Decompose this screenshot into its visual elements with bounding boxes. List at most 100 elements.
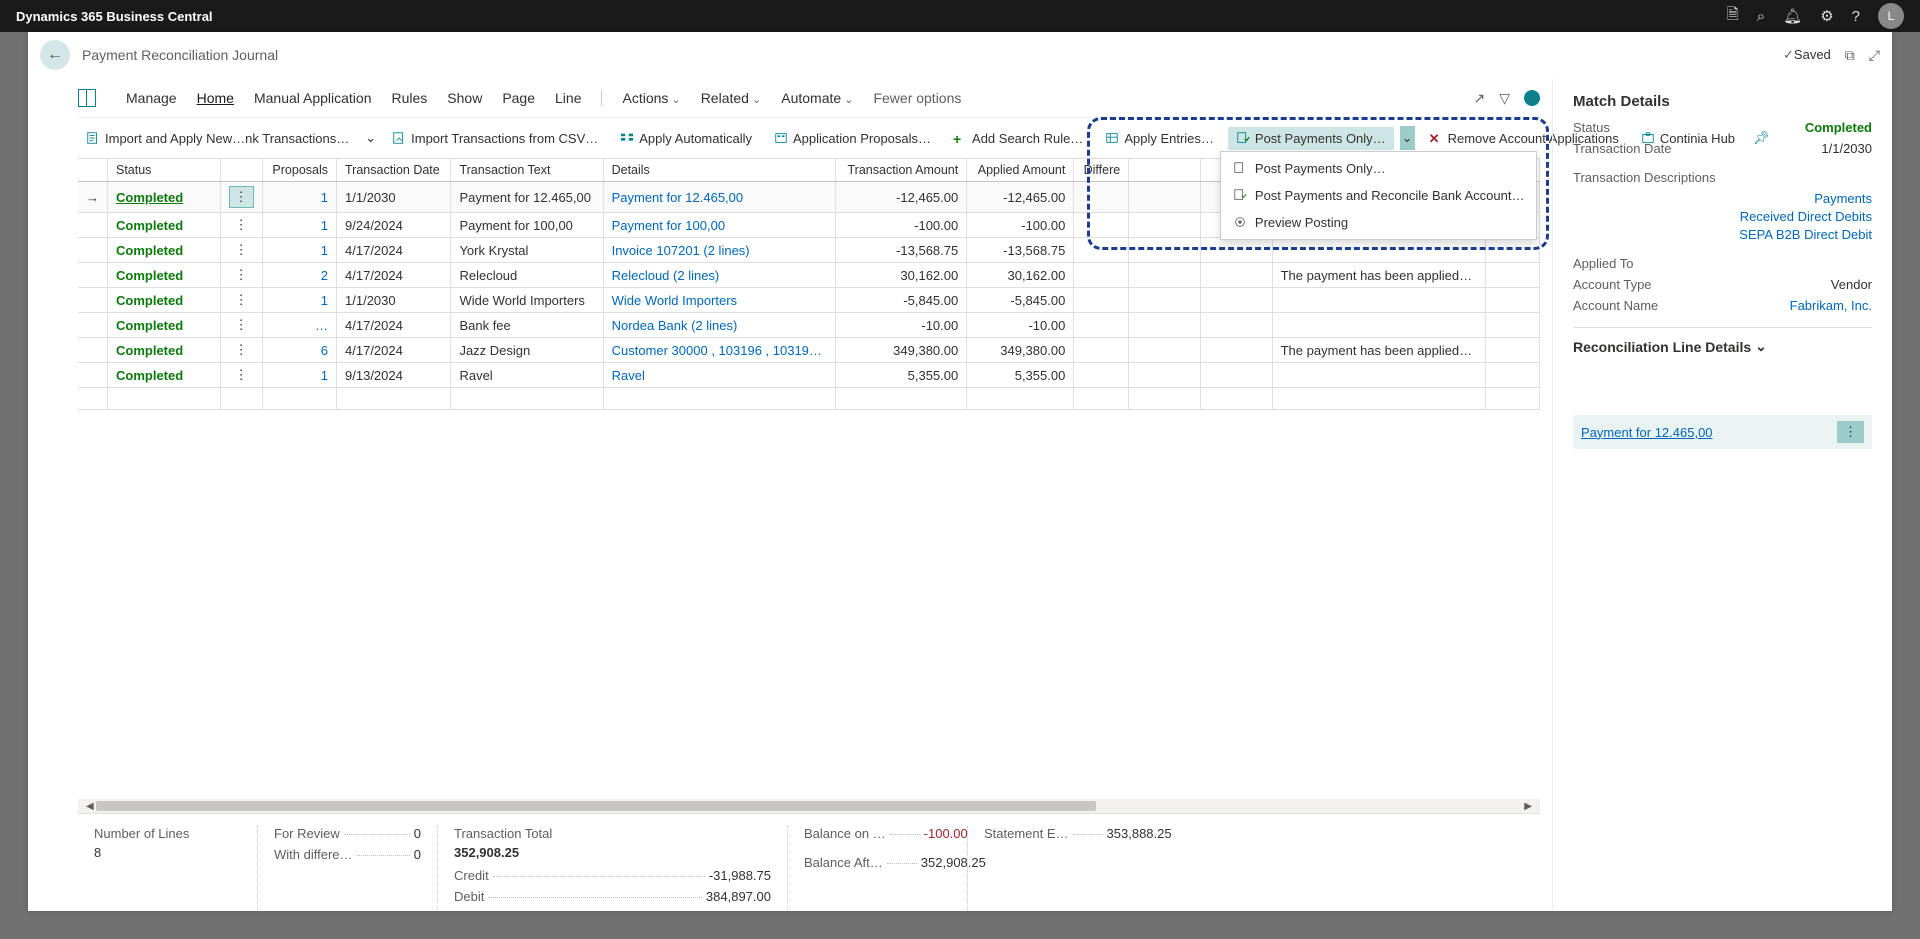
cell-aamount[interactable]: -100.00 xyxy=(967,213,1074,238)
cell-tamount[interactable]: -12,465.00 xyxy=(836,182,967,213)
cell-msg[interactable] xyxy=(1272,238,1486,263)
tab-actions[interactable]: Actions xyxy=(622,90,680,106)
dd-preview[interactable]: Preview Posting xyxy=(1221,209,1537,236)
layout-icon[interactable] xyxy=(78,89,96,107)
cell-diff[interactable] xyxy=(1074,363,1129,388)
table-row[interactable]: Completed⋮11/1/2030Wide World ImportersW… xyxy=(78,288,1540,313)
cell-date[interactable]: 1/1/2030 xyxy=(337,288,451,313)
row-more-icon[interactable]: ⋮ xyxy=(220,363,262,388)
cell-date[interactable]: 4/17/2024 xyxy=(337,238,451,263)
tab-related[interactable]: Related xyxy=(701,90,762,106)
dd-post-reconcile[interactable]: Post Payments and Reconcile Bank Account… xyxy=(1221,182,1537,209)
cell-date[interactable]: 1/1/2030 xyxy=(337,182,451,213)
cell-date[interactable]: 4/17/2024 xyxy=(337,338,451,363)
cell-status[interactable]: Completed xyxy=(108,288,221,313)
col-proposals[interactable]: Proposals xyxy=(262,159,336,182)
search-icon[interactable]: ⌕ xyxy=(1757,8,1765,25)
cell-msg[interactable] xyxy=(1272,313,1486,338)
filter-icon[interactable]: ▽ xyxy=(1499,90,1510,107)
cell-due[interactable] xyxy=(1486,313,1540,338)
cell-details[interactable]: Invoice 107201 (2 lines) xyxy=(603,238,836,263)
table-row[interactable]: Completed⋮64/17/2024Jazz DesignCustomer … xyxy=(78,338,1540,363)
tab-home[interactable]: Home xyxy=(197,90,234,106)
cell-proposals[interactable]: 1 xyxy=(262,238,336,263)
apply-entries-button[interactable]: Apply Entries… xyxy=(1097,127,1222,150)
tab-rules[interactable]: Rules xyxy=(391,90,427,106)
cell-date[interactable]: 4/17/2024 xyxy=(337,263,451,288)
row-more-icon[interactable]: ⋮ xyxy=(220,288,262,313)
col-aamount[interactable]: Applied Amount xyxy=(967,159,1074,182)
cell-proposals[interactable]: 6 xyxy=(262,338,336,363)
tab-show[interactable]: Show xyxy=(447,90,482,106)
cell-details[interactable]: Customer 30000 , 103196 , 10319… xyxy=(603,338,836,363)
import-apply-button[interactable]: Import and Apply New…nk Transactions… xyxy=(78,127,357,150)
cell-aamount[interactable]: 30,162.00 xyxy=(967,263,1074,288)
dd-post-only[interactable]: Post Payments Only… xyxy=(1221,155,1537,182)
col-text[interactable]: Transaction Text xyxy=(451,159,603,182)
import-csv-button[interactable]: Import Transactions from CSV… xyxy=(384,127,606,150)
cell-aamount[interactable]: 349,380.00 xyxy=(967,338,1074,363)
import-apply-chevron[interactable]: ⌄ xyxy=(363,126,378,150)
cell-details[interactable]: Relecloud (2 lines) xyxy=(603,263,836,288)
cell-diff[interactable] xyxy=(1074,238,1129,263)
cell-diff[interactable] xyxy=(1074,313,1129,338)
cell-aamount[interactable]: -5,845.00 xyxy=(967,288,1074,313)
row-more-icon[interactable]: ⋮ xyxy=(220,238,262,263)
avatar[interactable]: L xyxy=(1878,3,1904,29)
cell-tamount[interactable]: -100.00 xyxy=(836,213,967,238)
scroll-right-icon[interactable]: ▶ xyxy=(1522,801,1534,812)
table-row[interactable]: Completed⋮24/17/2024RelecloudRelecloud (… xyxy=(78,263,1540,288)
cell-details[interactable]: Wide World Importers xyxy=(603,288,836,313)
cell-details[interactable]: Payment for 12.465,00 xyxy=(603,182,836,213)
cell-tamount[interactable]: 5,355.00 xyxy=(836,363,967,388)
h-scrollbar[interactable]: ◀ ▶ xyxy=(78,799,1540,813)
cell-details[interactable]: Ravel xyxy=(603,363,836,388)
tab-page[interactable]: Page xyxy=(502,90,535,106)
cell-msg[interactable] xyxy=(1272,363,1486,388)
col-tamount[interactable]: Transaction Amount xyxy=(836,159,967,182)
table-row[interactable]: Completed⋮19/13/2024RavelRavel5,355.005,… xyxy=(78,363,1540,388)
cell-aamount[interactable]: -10.00 xyxy=(967,313,1074,338)
table-row[interactable]: Completed⋮…4/17/2024Bank feeNordea Bank … xyxy=(78,313,1540,338)
share-icon[interactable]: ↗ xyxy=(1473,90,1485,107)
scroll-left-icon[interactable]: ◀ xyxy=(84,801,96,812)
help-icon[interactable]: ? xyxy=(1852,8,1860,25)
cell-text[interactable]: Payment for 100,00 xyxy=(451,213,603,238)
cell-msg[interactable]: The payment has been applied… xyxy=(1272,263,1486,288)
cell-date[interactable]: 9/24/2024 xyxy=(337,213,451,238)
tab-automate[interactable]: Automate xyxy=(781,90,853,106)
cell-proposals[interactable]: … xyxy=(262,313,336,338)
back-button[interactable]: ← xyxy=(40,40,70,70)
cell-details[interactable]: Payment for 100,00 xyxy=(603,213,836,238)
col-details[interactable]: Details xyxy=(603,159,836,182)
recon-details-title[interactable]: Reconciliation Line Details⌄ xyxy=(1573,338,1872,355)
cell-msg[interactable]: The payment has been applied… xyxy=(1272,338,1486,363)
cell-tamount[interactable]: -5,845.00 xyxy=(836,288,967,313)
cell-diff[interactable] xyxy=(1074,263,1129,288)
cell-status[interactable]: Completed xyxy=(108,363,221,388)
desc-link-sepa[interactable]: SEPA B2B Direct Debit xyxy=(1573,227,1872,242)
post-payments-chevron[interactable]: ⌄ xyxy=(1400,126,1415,150)
cell-tamount[interactable]: -13,568.75 xyxy=(836,238,967,263)
recon-item-link[interactable]: Payment for 12.465,00 xyxy=(1581,425,1713,440)
scroll-thumb[interactable] xyxy=(96,801,1097,811)
cell-due[interactable] xyxy=(1486,238,1540,263)
cell-proposals[interactable]: 1 xyxy=(262,213,336,238)
col-diff[interactable]: Differe xyxy=(1074,159,1129,182)
cell-text[interactable]: Wide World Importers xyxy=(451,288,603,313)
cell-details[interactable]: Nordea Bank (2 lines) xyxy=(603,313,836,338)
cell-status[interactable]: Completed xyxy=(108,213,221,238)
info-icon[interactable]: i xyxy=(1524,90,1540,106)
cell-diff[interactable] xyxy=(1074,213,1129,238)
cell-text[interactable]: Ravel xyxy=(451,363,603,388)
tab-manual-application[interactable]: Manual Application xyxy=(254,90,372,106)
desc-link-debits[interactable]: Received Direct Debits xyxy=(1573,209,1872,224)
cell-tamount[interactable]: 30,162.00 xyxy=(836,263,967,288)
cell-status[interactable]: Completed xyxy=(108,182,221,213)
cell-proposals[interactable]: 1 xyxy=(262,182,336,213)
cell-aamount[interactable]: 5,355.00 xyxy=(967,363,1074,388)
cell-diff[interactable] xyxy=(1074,182,1129,213)
cell-date[interactable]: 9/13/2024 xyxy=(337,363,451,388)
post-payments-button[interactable]: Post Payments Only… xyxy=(1228,127,1394,150)
row-more-icon[interactable]: ⋮ xyxy=(220,182,262,213)
